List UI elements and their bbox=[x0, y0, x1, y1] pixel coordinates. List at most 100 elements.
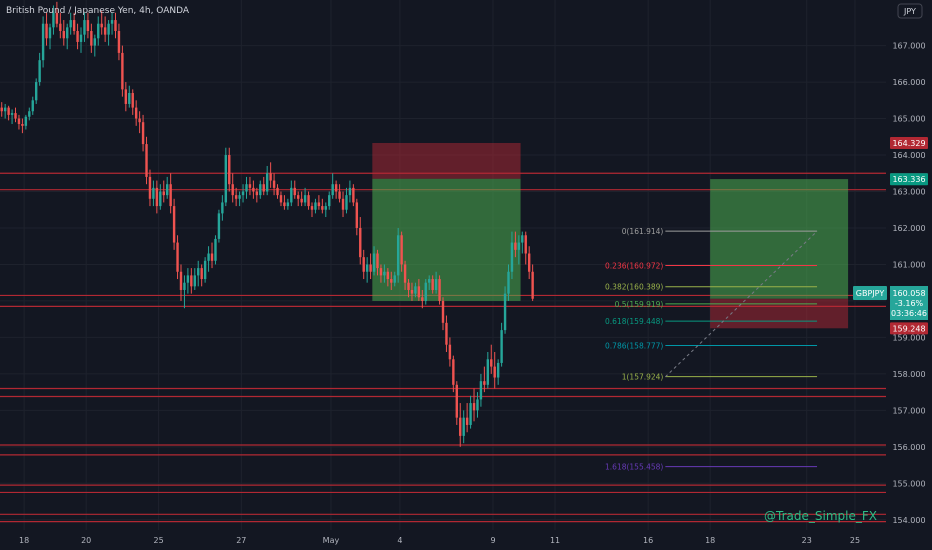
candle-body bbox=[417, 286, 421, 298]
time-tick-label: May bbox=[323, 536, 340, 545]
candle-body bbox=[97, 23, 100, 39]
candle-body bbox=[124, 89, 128, 104]
candle-body bbox=[407, 282, 410, 290]
candle-body bbox=[248, 184, 252, 188]
candle-body bbox=[365, 264, 369, 272]
candle-body bbox=[493, 366, 496, 378]
candle-body bbox=[386, 271, 390, 280]
price-badge bbox=[890, 137, 928, 150]
candle-body bbox=[341, 198, 345, 210]
fib-level-label: 0.786(158.777) bbox=[605, 342, 663, 351]
candle-body bbox=[455, 384, 458, 418]
candle-body bbox=[462, 417, 465, 436]
position-boxes[interactable] bbox=[372, 142, 849, 329]
time-tick-label: 11 bbox=[550, 536, 560, 545]
price-tick-label: 157.000 bbox=[892, 406, 925, 415]
candle-body bbox=[38, 60, 41, 83]
price-tick-label: 164.000 bbox=[892, 151, 925, 160]
candle-body bbox=[203, 260, 207, 280]
candle-body bbox=[345, 195, 348, 210]
candle-body bbox=[107, 23, 110, 35]
candle-body bbox=[510, 242, 514, 272]
candle-body bbox=[503, 293, 507, 331]
price-badge-label: 164.329 bbox=[892, 139, 925, 148]
candle-body bbox=[531, 271, 534, 299]
candle-body bbox=[241, 191, 245, 196]
candle-body bbox=[224, 155, 228, 203]
price-tick-label: 158.000 bbox=[892, 370, 925, 379]
candle-body bbox=[238, 195, 241, 199]
candle-body bbox=[117, 31, 121, 53]
currency-button[interactable]: JPY bbox=[897, 3, 923, 19]
candle-body bbox=[517, 242, 521, 250]
candle-body bbox=[500, 330, 503, 363]
candle-body bbox=[486, 359, 490, 385]
price-tick-label: 161.000 bbox=[892, 260, 925, 269]
candle-body bbox=[207, 253, 210, 261]
candle-body bbox=[62, 31, 65, 39]
candle-body bbox=[148, 176, 152, 199]
candle-body bbox=[286, 202, 290, 207]
candle-body bbox=[314, 202, 317, 210]
candle-body bbox=[521, 235, 524, 243]
candle-body bbox=[14, 113, 17, 119]
time-tick-label: 18 bbox=[19, 536, 29, 545]
candle-body bbox=[34, 82, 38, 101]
candle-body bbox=[331, 184, 334, 196]
candle-body bbox=[476, 399, 479, 411]
current-price-tag: GBPJPY 160.058 -3.16% 03:36:46 bbox=[853, 286, 928, 320]
candle-body bbox=[200, 268, 203, 280]
candle-body bbox=[300, 198, 303, 203]
price-tick-label: 167.000 bbox=[892, 42, 925, 51]
fib-level-label: 0(161.914) bbox=[622, 227, 664, 236]
candle-body bbox=[59, 23, 62, 32]
candle-body bbox=[76, 31, 79, 42]
candle-body bbox=[197, 268, 200, 276]
price-tick-label: 159.000 bbox=[892, 333, 925, 342]
candle-body bbox=[265, 173, 269, 192]
candle-body bbox=[90, 31, 93, 46]
candle-body bbox=[134, 107, 138, 119]
candle-body bbox=[83, 20, 86, 35]
candle-body bbox=[10, 113, 14, 115]
current-symbol-tag: GBPJPY bbox=[856, 289, 885, 298]
candle-body bbox=[459, 417, 462, 436]
candle-body bbox=[321, 206, 324, 210]
candle-body bbox=[317, 202, 321, 207]
candle-body bbox=[448, 344, 452, 360]
candle-body bbox=[496, 362, 500, 378]
candle-body bbox=[228, 155, 231, 185]
fib-level-label: 0.618(159.448) bbox=[605, 317, 663, 326]
candle-body bbox=[293, 187, 296, 196]
candle-body bbox=[159, 191, 162, 207]
position-stop-zone bbox=[372, 142, 521, 179]
fib-level-label: 0.236(160.972) bbox=[605, 261, 663, 270]
candle-body bbox=[414, 286, 417, 294]
fib-level-label: 1.618(155.458) bbox=[605, 463, 663, 472]
price-tick-label: 163.000 bbox=[892, 188, 925, 197]
watermark: @Trade_Simple_FX bbox=[764, 509, 877, 523]
time-axis[interactable]: 18 20 25 27 May 4 9 11 16 18 23 25 bbox=[19, 536, 860, 545]
candle-body bbox=[428, 279, 431, 283]
candle-body bbox=[72, 20, 76, 32]
time-tick-label: 23 bbox=[802, 536, 812, 545]
candle-body bbox=[221, 202, 224, 214]
price-tick-label: 162.000 bbox=[892, 224, 925, 233]
candle-body bbox=[303, 195, 307, 203]
fib-level-label: 0.382(160.389) bbox=[605, 283, 663, 292]
candle-body bbox=[93, 38, 97, 46]
candle-body bbox=[524, 235, 527, 254]
candle-body bbox=[131, 93, 134, 108]
price-badge bbox=[890, 173, 928, 186]
time-tick-label: 25 bbox=[850, 536, 860, 545]
candle-body bbox=[28, 111, 31, 117]
candle-body bbox=[431, 279, 434, 290]
candle-body bbox=[465, 417, 469, 425]
candle-body bbox=[231, 184, 234, 196]
position-target-zone bbox=[710, 179, 849, 299]
candle-body bbox=[259, 184, 262, 196]
fibonacci-retracement[interactable]: 0(161.914) 0.236(160.972) 0.382(160.389) 0.… bbox=[605, 227, 818, 472]
time-tick-label: 4 bbox=[397, 536, 402, 545]
time-tick-label: 18 bbox=[705, 536, 715, 545]
